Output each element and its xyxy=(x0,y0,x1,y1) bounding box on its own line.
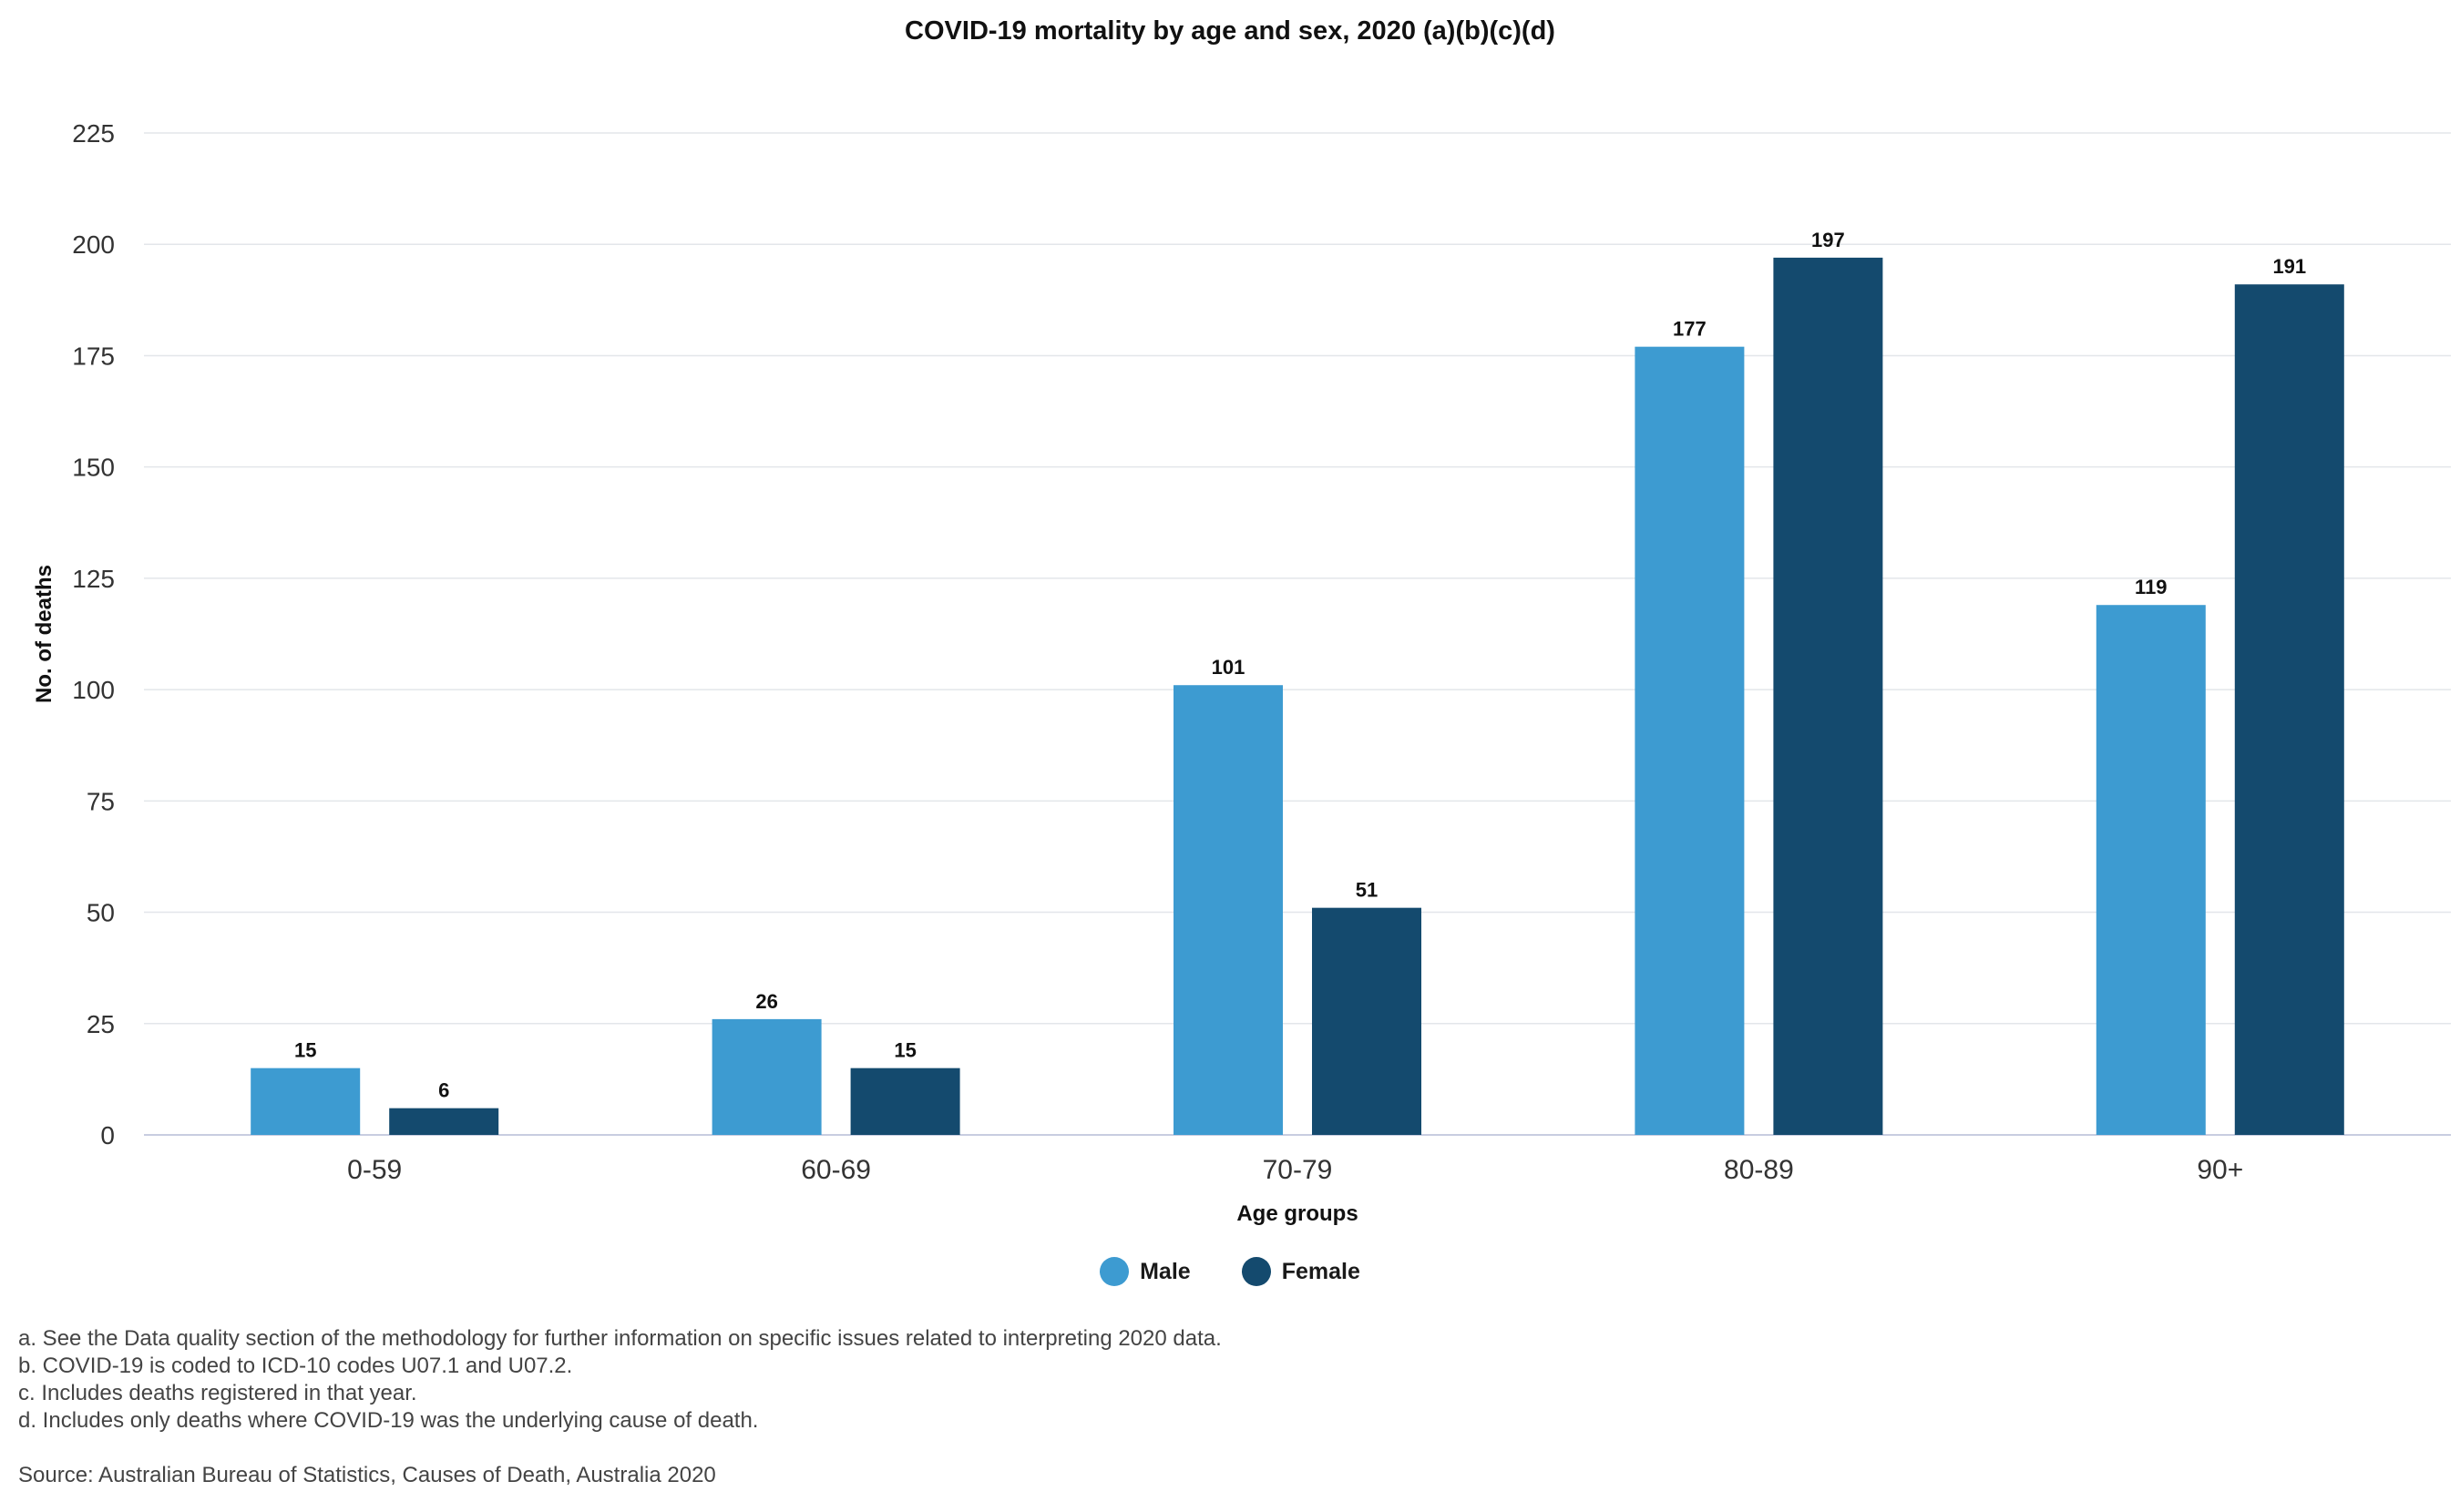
bar-chart: 15 6 26 15 101 51 177 197 119 191 0 25 50 75 100 125 15… xyxy=(32,119,2451,1226)
data-labels: 15 6 26 15 101 51 177 197 119 191 xyxy=(294,229,2306,1102)
footnotes: a. See the Data quality section of the m… xyxy=(18,1325,1222,1435)
data-label: 26 xyxy=(755,990,777,1013)
y-tick-label: 75 xyxy=(87,787,115,815)
footnote-d: d. Includes only deaths where COVID-19 w… xyxy=(18,1408,759,1433)
y-tick-label: 150 xyxy=(72,454,115,482)
data-label: 191 xyxy=(2272,255,2306,278)
x-tick-label: 80-89 xyxy=(1724,1155,1794,1185)
bar-male-90+[interactable] xyxy=(2096,605,2206,1135)
legend-item-female[interactable]: Female xyxy=(1241,1257,1360,1286)
bar-female-0-59[interactable] xyxy=(389,1108,499,1135)
y-tick-label: 0 xyxy=(100,1121,115,1149)
footnote-a: a. See the Data quality section of the m… xyxy=(18,1326,1222,1351)
legend-label-female: Female xyxy=(1281,1258,1360,1284)
y-tick-label: 200 xyxy=(72,230,115,259)
y-tick-label: 175 xyxy=(72,342,115,370)
data-label: 177 xyxy=(1673,318,1707,341)
bar-female-70-79[interactable] xyxy=(1312,907,1421,1135)
x-tick-label: 0-59 xyxy=(347,1155,402,1185)
data-label: 15 xyxy=(294,1039,316,1062)
legend: Male Female xyxy=(0,1257,2460,1286)
bar-male-60-69[interactable] xyxy=(712,1018,822,1135)
gridlines xyxy=(144,132,2451,1136)
y-tick-label: 25 xyxy=(87,1010,115,1038)
data-label: 51 xyxy=(1356,879,1378,902)
x-tick-label: 90+ xyxy=(2197,1155,2243,1185)
legend-item-male[interactable]: Male xyxy=(1100,1257,1191,1286)
data-label: 119 xyxy=(2135,576,2168,598)
bars xyxy=(251,257,2344,1136)
bar-male-80-89[interactable] xyxy=(1635,346,1745,1136)
bar-male-70-79[interactable] xyxy=(1174,685,1283,1135)
x-tick-label: 60-69 xyxy=(801,1155,871,1185)
bar-female-60-69[interactable] xyxy=(850,1068,960,1135)
legend-label-male: Male xyxy=(1140,1258,1191,1284)
footnote-c: c. Includes deaths registered in that ye… xyxy=(18,1381,417,1405)
bar-female-90+[interactable] xyxy=(2234,284,2344,1135)
data-label: 101 xyxy=(1212,656,1245,679)
data-label: 197 xyxy=(1811,229,1845,251)
y-tick-label: 100 xyxy=(72,676,115,704)
chart-title: COVID-19 mortality by age and sex, 2020 … xyxy=(905,16,1555,46)
footnote-b: b. COVID-19 is coded to ICD-10 codes U07… xyxy=(18,1354,573,1378)
data-label: 6 xyxy=(438,1079,449,1102)
bar-male-0-59[interactable] xyxy=(251,1068,361,1135)
data-label: 15 xyxy=(894,1039,916,1062)
y-tick-label: 125 xyxy=(72,565,115,593)
legend-swatch-male xyxy=(1100,1257,1130,1286)
source-note: Source: Australian Bureau of Statistics,… xyxy=(18,1463,716,1487)
x-tick-label: 70-79 xyxy=(1263,1155,1333,1185)
x-axis-title: Age groups xyxy=(1236,1201,1358,1226)
bar-female-80-89[interactable] xyxy=(1773,257,1883,1135)
y-tick-label: 225 xyxy=(72,119,115,148)
y-axis-ticks: 0 25 50 75 100 125 150 175 200 225 xyxy=(72,119,115,1149)
x-axis-ticks: 0-59 60-69 70-79 80-89 90+ xyxy=(347,1155,2243,1185)
legend-swatch-female xyxy=(1241,1257,1271,1286)
y-axis-title: No. of deaths xyxy=(32,565,56,703)
y-tick-label: 50 xyxy=(87,899,115,927)
